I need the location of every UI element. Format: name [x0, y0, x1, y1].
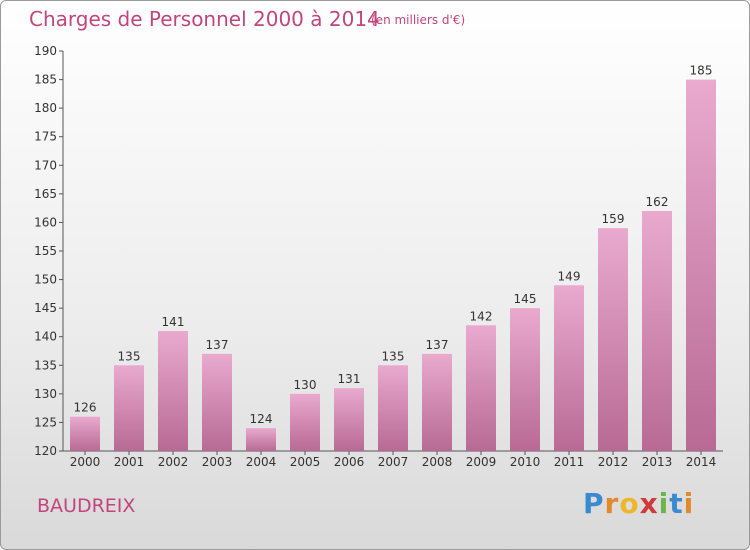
y-tick-label: 125 [34, 415, 57, 429]
y-tick-label: 145 [34, 301, 57, 315]
bar-2008 [422, 353, 452, 451]
logo-letter: t [669, 487, 684, 520]
bar-2014 [686, 79, 716, 452]
bar-2000 [70, 416, 100, 451]
bar-2005 [290, 393, 320, 451]
data-label: 135 [118, 349, 141, 363]
x-tick-label: 2010 [510, 455, 541, 469]
data-label: 137 [206, 338, 229, 352]
y-tick-label: 190 [34, 44, 57, 58]
chart-subtitle: (en milliers d'€) [371, 13, 466, 27]
y-tick-label: 185 [34, 73, 57, 87]
x-tick-label: 2007 [378, 455, 409, 469]
bar-2011 [554, 285, 584, 451]
x-tick-label: 2000 [70, 455, 101, 469]
proxiti-logo: Proxiti [583, 487, 694, 520]
y-tick-label: 180 [34, 101, 57, 115]
x-tick-label: 2008 [422, 455, 453, 469]
logo-letter: r [604, 487, 620, 520]
y-tick-label: 130 [34, 387, 57, 401]
bar-2009 [466, 325, 496, 451]
data-label: 185 [690, 64, 713, 78]
x-tick-label: 2002 [158, 455, 189, 469]
x-tick-label: 2001 [114, 455, 145, 469]
bar-2012 [598, 228, 628, 451]
logo-letter: x [639, 487, 659, 520]
data-label: 137 [426, 338, 449, 352]
y-tick-label: 155 [34, 244, 57, 258]
x-tick-label: 2003 [202, 455, 233, 469]
y-tick-label: 140 [34, 330, 57, 344]
y-tick-label: 160 [34, 215, 57, 229]
bar-2003 [202, 353, 232, 451]
logo-letter: i [683, 487, 695, 520]
data-label: 162 [646, 195, 669, 209]
y-tick-label: 120 [34, 444, 57, 458]
logo-letter: o [619, 487, 640, 520]
bar-2001 [114, 365, 144, 451]
x-tick-label: 2004 [246, 455, 277, 469]
data-label: 145 [514, 292, 537, 306]
bar-2013 [642, 211, 672, 451]
data-label: 131 [338, 372, 361, 386]
bar-2004 [246, 428, 276, 451]
bar-2002 [158, 331, 188, 451]
data-label: 141 [162, 315, 185, 329]
data-label: 126 [74, 401, 97, 415]
data-label: 130 [294, 378, 317, 392]
data-label: 149 [558, 269, 581, 283]
y-tick-label: 175 [34, 130, 57, 144]
x-tick-label: 2011 [554, 455, 585, 469]
bar-2010 [510, 308, 540, 451]
y-tick-label: 170 [34, 158, 57, 172]
data-label: 159 [602, 212, 625, 226]
commune-name: BAUDREIX [37, 495, 136, 517]
chart-title: Charges de Personnel 2000 à 2014 [29, 7, 380, 31]
x-tick-label: 2012 [598, 455, 629, 469]
bar-2007 [378, 365, 408, 451]
y-tick-label: 150 [34, 273, 57, 287]
x-tick-label: 2009 [466, 455, 497, 469]
data-label: 124 [250, 412, 273, 426]
x-tick-label: 2013 [642, 455, 673, 469]
x-tick-label: 2005 [290, 455, 321, 469]
data-label: 135 [382, 349, 405, 363]
x-tick-label: 2014 [686, 455, 717, 469]
x-tick-label: 2006 [334, 455, 365, 469]
data-label: 142 [470, 309, 493, 323]
bar-2006 [334, 388, 364, 451]
y-tick-label: 135 [34, 358, 57, 372]
logo-letter: P [583, 487, 605, 520]
y-tick-label: 165 [34, 187, 57, 201]
logo-letter: i [658, 487, 670, 520]
